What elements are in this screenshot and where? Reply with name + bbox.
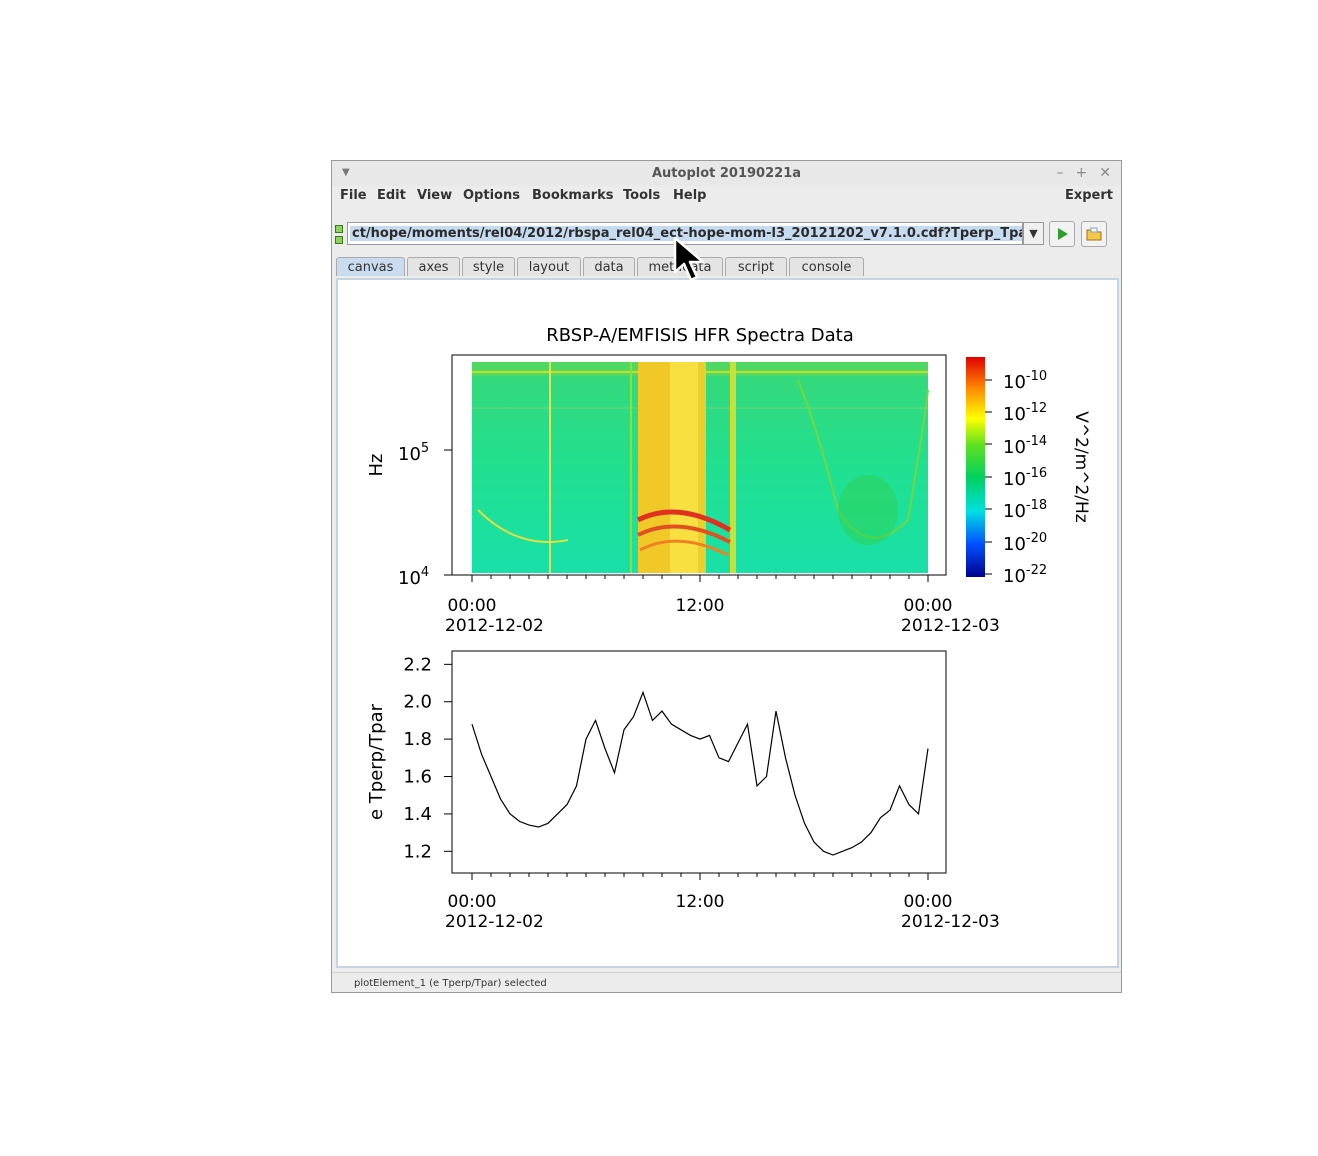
ratio-plot-frame[interactable] [451, 650, 947, 874]
y-tick-label: 1.8 [403, 729, 432, 750]
ratio-series [471, 690, 929, 856]
ln-xtick-2-date: 2012-12-03 [901, 912, 1000, 932]
menu-options[interactable]: Options [463, 188, 520, 203]
tab-canvas[interactable]: canvas [336, 257, 405, 276]
title-bar: ▼ Autoplot 20190221a – + ✕ [332, 161, 1121, 186]
svg-text:10-14: 10-14 [1003, 434, 1047, 458]
address-input[interactable]: ct/hope/moments/rel04/2012/rbspa_rel04_e… [347, 222, 1023, 245]
canvas-panel[interactable]: RBSP-A/EMFISIS HFR Spectra Data [336, 278, 1119, 968]
colorbar[interactable] [966, 357, 985, 577]
play-icon [1058, 228, 1068, 240]
menu-view[interactable]: View [417, 188, 453, 203]
minimize-icon[interactable]: – [1056, 165, 1064, 181]
sp-xtick-1-time: 12:00 [676, 596, 725, 616]
tab-style[interactable]: style [462, 257, 515, 276]
ratio-yticks: 1.2 1.4 1.6 1.8 2.0 2.2 [403, 654, 452, 862]
sp-xtick-0-date: 2012-12-02 [445, 616, 544, 636]
ytick-1e5: 105 [398, 441, 429, 465]
tab-axes[interactable]: axes [407, 257, 460, 276]
ln-xtick-0-time: 00:00 [448, 892, 497, 912]
tab-console[interactable]: console [789, 257, 864, 276]
address-text: ct/hope/moments/rel04/2012/rbspa_rel04_e… [350, 226, 1022, 241]
maximize-icon[interactable]: + [1075, 165, 1088, 181]
data-source-icon[interactable] [335, 225, 343, 244]
plot-canvas[interactable]: RBSP-A/EMFISIS HFR Spectra Data [338, 280, 1117, 966]
address-history-dropdown[interactable]: ▼ [1023, 222, 1044, 245]
ytick-1e4: 104 [398, 565, 429, 589]
y-tick-label: 2.2 [403, 654, 432, 675]
colorbar-label: V^2/m^2/Hz [1071, 411, 1091, 523]
status-text: plotElement_1 (e Tperp/Tpar) selected [354, 978, 547, 989]
y-tick-label: 1.6 [403, 767, 432, 788]
window-menu-icon[interactable]: ▼ [342, 167, 350, 178]
spectrogram-ylabel: Hz [366, 454, 387, 477]
menu-help[interactable]: Help [673, 188, 707, 203]
tab-layout[interactable]: layout [517, 257, 581, 276]
autoplot-window: ▼ Autoplot 20190221a – + ✕ File Edit View … [331, 160, 1122, 993]
status-bar: plotElement_1 (e Tperp/Tpar) selected [332, 972, 1121, 993]
tab-data[interactable]: data [583, 257, 635, 276]
spectrogram-plot[interactable] [451, 354, 947, 576]
svg-text:10-16: 10-16 [1003, 466, 1047, 490]
svg-text:10-22: 10-22 [1003, 563, 1047, 587]
open-file-button[interactable] [1081, 221, 1107, 247]
menu-bookmarks[interactable]: Bookmarks [532, 188, 614, 203]
plot-button[interactable] [1049, 221, 1075, 247]
spectrogram-xticks [471, 575, 929, 582]
svg-text:10-18: 10-18 [1003, 498, 1047, 522]
y-tick-label: 1.4 [403, 804, 432, 825]
spectrogram-title: RBSP-A/EMFISIS HFR Spectra Data [546, 325, 853, 346]
expert-toggle[interactable]: Expert [1064, 188, 1113, 203]
close-icon[interactable]: ✕ [1099, 165, 1111, 181]
menu-bar: File Edit View Options Bookmarks Tools H… [332, 186, 1121, 208]
window-controls: – + ✕ [1045, 165, 1111, 181]
y-tick-label: 1.2 [403, 841, 432, 862]
svg-text:10-12: 10-12 [1003, 401, 1047, 425]
mouse-cursor [673, 236, 705, 282]
ln-xtick-1-time: 12:00 [676, 892, 725, 912]
ratio-xticks [471, 873, 929, 880]
window-title: Autoplot 20190221a [651, 166, 802, 181]
colorbar-ticks: 10-10 10-12 10-14 10-16 10-18 10-20 10-2… [985, 369, 1047, 587]
menu-edit[interactable]: Edit [377, 188, 406, 203]
tab-script[interactable]: script [725, 257, 787, 276]
svg-text:10-10: 10-10 [1003, 369, 1047, 393]
ratio-ylabel: e Tperp/Tpar [366, 703, 387, 820]
ratio-line [471, 690, 929, 856]
menu-file[interactable]: File [340, 188, 367, 203]
svg-text:10-20: 10-20 [1003, 531, 1047, 555]
folder-icon [1086, 227, 1102, 241]
menu-tools[interactable]: Tools [623, 188, 661, 203]
sp-xtick-2-time: 00:00 [904, 596, 953, 616]
spectrogram-yticks: 105 104 [398, 441, 452, 589]
ln-xtick-2-time: 00:00 [904, 892, 953, 912]
y-tick-label: 2.0 [403, 692, 432, 713]
ln-xtick-0-date: 2012-12-02 [445, 912, 544, 932]
sp-xtick-2-date: 2012-12-03 [901, 616, 1000, 636]
sp-xtick-0-time: 00:00 [448, 596, 497, 616]
